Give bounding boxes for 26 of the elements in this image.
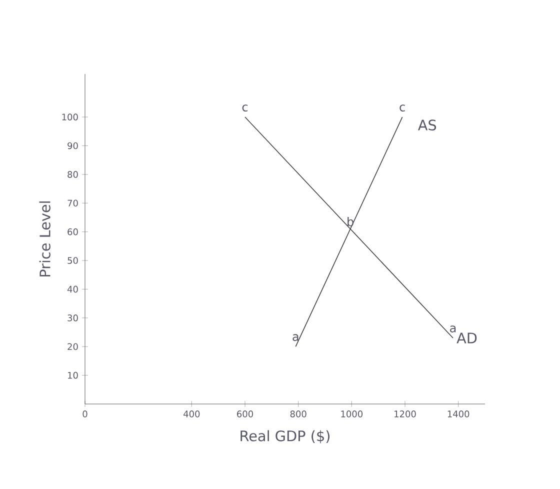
x-tick-label: 1200	[394, 410, 416, 418]
y-tick-label: 70	[68, 200, 78, 207]
annotation: c	[242, 104, 248, 112]
y-tick-label: 50	[68, 257, 78, 264]
series-label: AD	[456, 332, 477, 344]
y-tick-label: 20	[68, 343, 78, 350]
y-tick-label: 90	[68, 142, 78, 150]
annotation: a	[450, 326, 456, 332]
y-tick-label: 60	[68, 228, 78, 236]
x-tick-label: 400	[184, 410, 200, 418]
y-tick-label: 10	[68, 372, 78, 379]
y-axis-title: Price Level	[39, 201, 50, 276]
x-tick-label: 600	[237, 410, 253, 418]
series-label: AS	[418, 120, 436, 130]
annotation: a	[292, 334, 298, 342]
x-tick-label: 1000	[341, 410, 363, 418]
y-tick-label: 100	[62, 114, 78, 120]
annotation: c	[400, 104, 405, 112]
y-tick-label: 80	[68, 171, 78, 178]
x-tick-label: 1400	[448, 410, 470, 418]
y-tick-label: 40	[67, 286, 78, 293]
annotation: b	[348, 217, 354, 226]
y-tick-label: 30	[68, 314, 78, 322]
x-tick-label: 0	[82, 410, 88, 418]
x-tick-label: 800	[290, 410, 306, 418]
x-axis-title: Real GDP ($)	[240, 430, 330, 444]
